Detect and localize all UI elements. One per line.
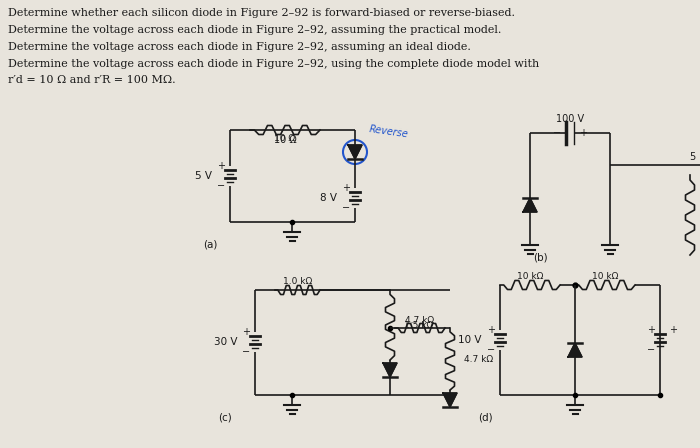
Text: 100 V: 100 V [556,114,584,124]
Text: −: − [647,345,655,355]
Text: Determine the voltage across each diode in Figure 2–92, assuming the practical m: Determine the voltage across each diode … [8,25,501,35]
Text: 5: 5 [689,152,695,162]
Text: (a): (a) [203,239,217,249]
Text: +: + [342,183,350,193]
Text: +: + [487,325,495,335]
Text: +: + [669,325,677,335]
Text: 10 kΩ: 10 kΩ [592,271,618,280]
Text: +: + [647,325,655,335]
Text: +: + [242,327,250,337]
Text: 1.0 kΩ: 1.0 kΩ [283,276,312,285]
Text: Determine the voltage across each diode in Figure 2–92, assuming an ideal diode.: Determine the voltage across each diode … [8,42,471,52]
Text: 5 V: 5 V [195,171,212,181]
Text: 10 Ω: 10 Ω [274,135,296,145]
Polygon shape [568,343,582,357]
Text: Determine whether each silicon diode in Figure 2–92 is forward-biased or reverse: Determine whether each silicon diode in … [8,8,515,18]
Text: 30 V: 30 V [214,337,237,347]
Text: (b): (b) [533,252,547,262]
Text: 10 V: 10 V [458,335,482,345]
Text: (c): (c) [218,412,232,422]
Text: −: − [487,345,495,355]
Polygon shape [443,393,457,407]
Text: (d): (d) [477,412,492,422]
Text: 4.7 kΩ: 4.7 kΩ [405,315,435,324]
Text: Reverse: Reverse [368,124,409,140]
Text: r′d = 10 Ω and r′R = 100 MΩ.: r′d = 10 Ω and r′R = 100 MΩ. [8,75,176,85]
Text: +: + [579,128,587,138]
Text: −: − [242,347,250,357]
Text: −: − [342,203,350,213]
Polygon shape [383,363,397,377]
Polygon shape [523,198,537,212]
Text: 10 Ω: 10 Ω [274,134,295,142]
Text: −: − [553,128,561,138]
Text: +: + [217,161,225,171]
Text: 1.5 kΩ: 1.5 kΩ [404,320,433,329]
Text: Determine the voltage across each diode in Figure 2–92, using the complete diode: Determine the voltage across each diode … [8,59,539,69]
Text: 8 V: 8 V [320,193,337,203]
Text: 10 kΩ: 10 kΩ [517,271,543,280]
Text: 4.7 kΩ: 4.7 kΩ [464,354,493,363]
Polygon shape [348,145,362,159]
Text: −: − [217,181,225,191]
